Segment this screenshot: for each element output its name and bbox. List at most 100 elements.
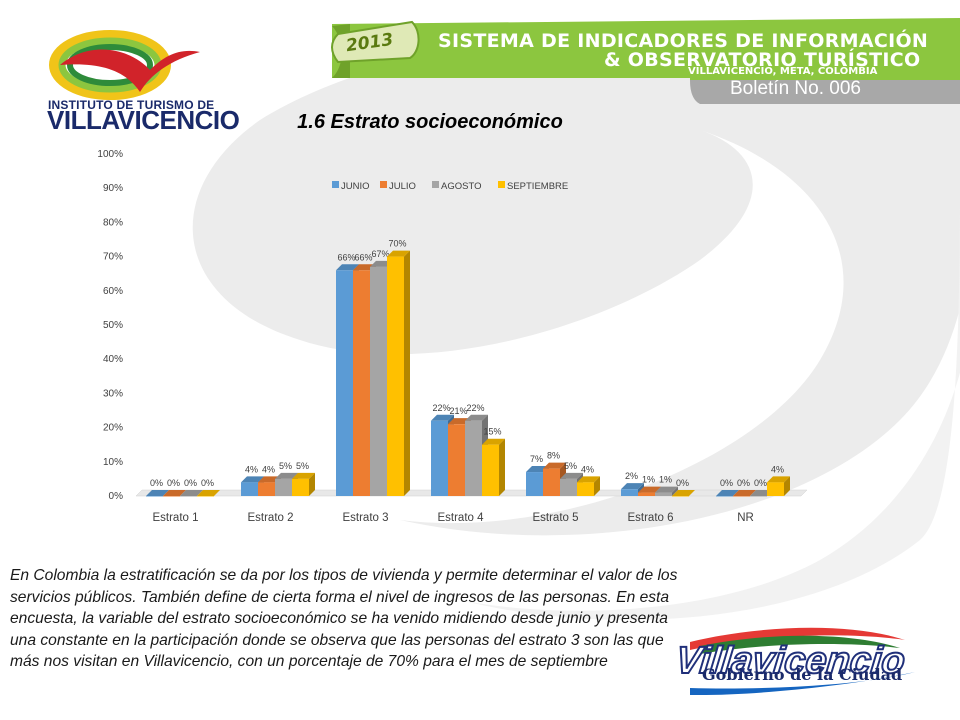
bar (526, 472, 543, 496)
y-axis: 0% 10% 20% 30% 40% 50% 60% 70% 80% 90% 100% (97, 149, 123, 502)
data-label: 5% (279, 461, 292, 471)
data-label: 1% (659, 475, 672, 485)
data-label: 4% (245, 464, 258, 474)
x-axis: Estrato 1 Estrato 2 Estrato 3 Estrato 4 Estr… (152, 512, 753, 524)
data-label: 0% (184, 478, 197, 488)
bar-series: 0% 0% 0% 0%4% 4% 5% 5%66%66%67%70%22%21%22%15%… (146, 239, 790, 497)
data-label: 5% (564, 461, 577, 471)
bar (543, 468, 560, 496)
city-logo-swoosh-3 (690, 672, 915, 696)
x-tick-label: NR (737, 512, 754, 524)
bar (560, 478, 577, 496)
bar-top (716, 490, 739, 496)
banner-location: VILLAVICENCIO, META, COLOMBIA (688, 66, 878, 77)
bar (292, 478, 309, 496)
data-label: 0% (754, 478, 767, 488)
data-label: 21% (449, 406, 467, 416)
legend-label: AGOSTO (441, 181, 481, 192)
institute-logo-mark (49, 30, 200, 100)
chart-legend: JUNIO JULIO AGOSTO SEPTIEMBRE (332, 181, 568, 192)
y-tick-label: 0% (109, 491, 124, 502)
bar-top (163, 490, 186, 496)
bar (275, 478, 292, 496)
bar (180, 496, 197, 497)
bar (353, 270, 370, 496)
legend-label: JULIO (389, 181, 416, 192)
data-label: 0% (150, 478, 163, 488)
data-label: 70% (388, 239, 406, 249)
y-tick-label: 20% (103, 423, 123, 434)
bar (197, 496, 214, 497)
data-label: 4% (581, 464, 594, 474)
x-tick-label: Estrato 4 (437, 512, 484, 524)
y-tick-label: 100% (97, 149, 123, 160)
bar-top (560, 472, 583, 479)
bar-top (387, 250, 410, 257)
bar (638, 492, 655, 496)
y-tick-label: 80% (103, 217, 123, 228)
background-swirl (192, 20, 960, 536)
legend-swatch (498, 181, 505, 188)
bar (655, 492, 672, 496)
y-tick-label: 70% (103, 252, 123, 263)
bulletin-number: Boletín No. 006 (730, 78, 861, 99)
data-label: 0% (737, 478, 750, 488)
y-tick-label: 30% (103, 388, 123, 399)
bar-top (672, 490, 695, 496)
bar-top (336, 264, 359, 271)
legend-swatch (380, 181, 387, 188)
bar-top (197, 490, 220, 496)
bar-side (499, 438, 505, 496)
city-logo-swoosh (690, 627, 905, 650)
bar (448, 424, 465, 496)
city-logo-swoosh-2 (700, 635, 900, 654)
data-label: 0% (201, 478, 214, 488)
bar (258, 482, 275, 496)
data-label: 0% (720, 478, 733, 488)
bar-side (784, 476, 790, 496)
data-label: 66% (337, 252, 355, 262)
bar-top (275, 472, 298, 479)
chart-title: 1.6 Estrato socioeconómico (297, 111, 563, 133)
data-label: 5% (296, 461, 309, 471)
x-tick-label: Estrato 2 (247, 512, 293, 524)
x-tick-label: Estrato 1 (152, 512, 198, 524)
x-tick-label: Estrato 3 (342, 512, 388, 524)
bar-top (431, 414, 454, 421)
bar-top (638, 486, 661, 493)
bar-top (292, 472, 315, 479)
bar (387, 256, 404, 496)
bar (733, 496, 750, 497)
data-label: 67% (371, 249, 389, 259)
bar-top (146, 490, 169, 496)
institute-name-line1: INSTITUTO DE TURISMO DE (48, 98, 215, 112)
data-label: 4% (262, 464, 275, 474)
legend-label: JUNIO (341, 181, 370, 192)
data-label: 22% (432, 403, 450, 413)
data-label: 0% (676, 478, 689, 488)
institute-name-line2: VILLAVICENCIO (47, 105, 240, 135)
bar (336, 270, 353, 496)
bar-top (621, 483, 644, 490)
bar-top (543, 462, 566, 469)
year-badge (331, 20, 420, 64)
bulletin-panel (690, 80, 960, 104)
data-label: 8% (547, 451, 560, 461)
bar-side (672, 486, 678, 496)
city-logo-tagline: Gobierno de la Ciudad (702, 665, 903, 684)
legend-swatch (432, 181, 439, 188)
y-tick-label: 90% (103, 183, 123, 194)
banner-title-line2: & OBSERVATORIO TURÍSTICO (604, 49, 921, 71)
x-tick-label: Estrato 6 (627, 512, 673, 524)
bar (163, 496, 180, 497)
bar-top (241, 476, 264, 483)
bar-side (404, 250, 410, 496)
data-label: 15% (483, 427, 501, 437)
header-banner (332, 18, 960, 80)
bar (241, 482, 258, 496)
bar-top (655, 486, 678, 493)
bar-top (767, 476, 790, 483)
data-label: 7% (530, 454, 543, 464)
